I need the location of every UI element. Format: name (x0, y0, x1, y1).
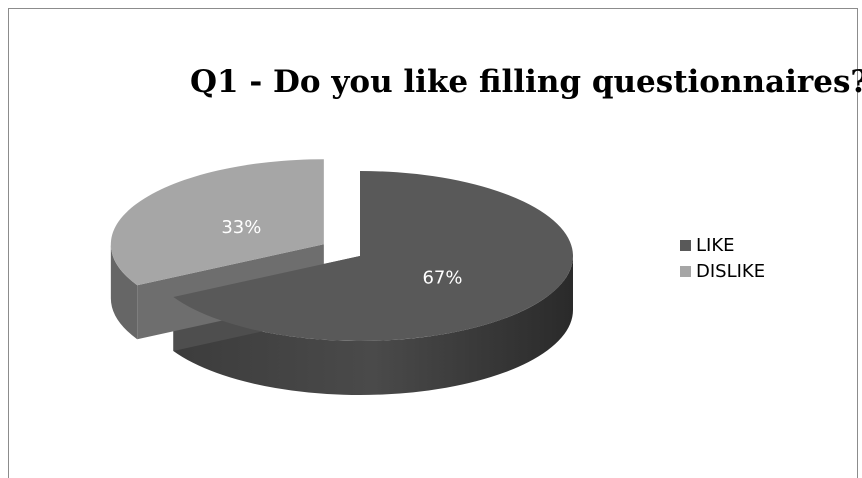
legend-label-like: LIKE (696, 234, 735, 256)
data-label-dislike: 33% (221, 217, 261, 238)
slice-dislike-rim (110, 244, 138, 340)
legend: LIKE DISLIKE (680, 232, 765, 284)
legend-item-dislike: DISLIKE (680, 258, 765, 284)
legend-swatch-like (680, 239, 691, 251)
slice-dislike (110, 159, 324, 286)
legend-item-like: LIKE (680, 232, 765, 258)
pie-chart: 67% 33% (110, 159, 573, 396)
slice-like-rim (173, 256, 573, 396)
data-label-like: 67% (422, 267, 462, 288)
slice-like (173, 171, 573, 341)
legend-swatch-dislike (680, 265, 691, 277)
legend-label-dislike: DISLIKE (696, 260, 766, 282)
chart-title: Q1 - Do you like filling questionnaires? (190, 64, 862, 100)
